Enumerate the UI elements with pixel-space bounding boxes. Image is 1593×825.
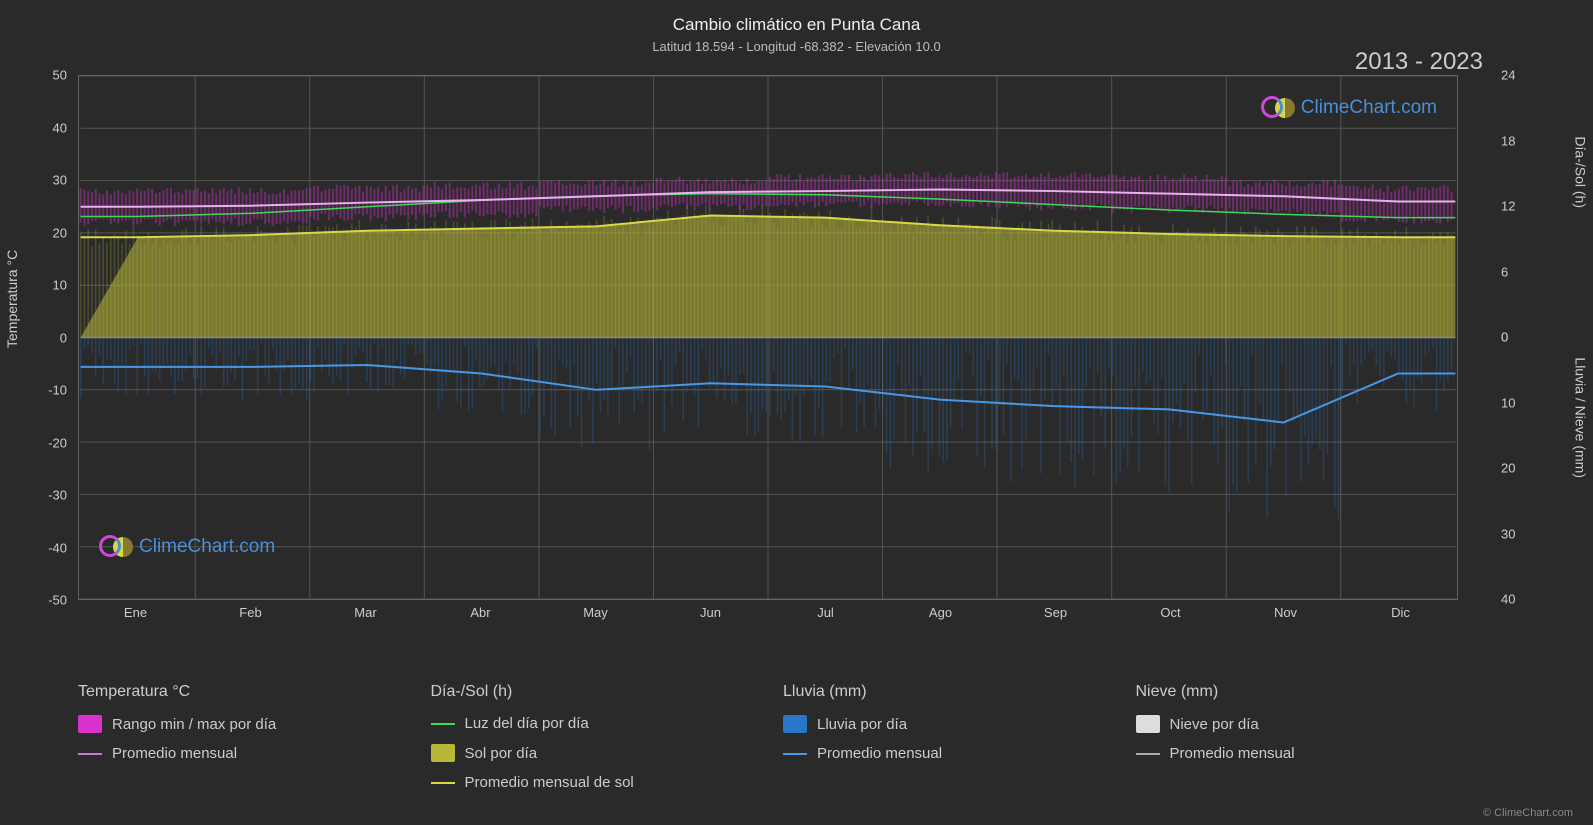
copyright-label: © ClimeChart.com <box>1483 807 1573 819</box>
climate-chart-container: Cambio climático en Punta Cana Latitud 1… <box>0 0 1593 825</box>
legend-item: Rango min / max por día <box>78 715 401 733</box>
legend-item: Promedio mensual de sol <box>431 774 754 791</box>
x-tick: Dic <box>1391 605 1410 620</box>
legend-item: Sol por día <box>431 744 754 762</box>
legend-label: Rango min / max por día <box>112 716 276 733</box>
y-left-tick: -40 <box>48 540 67 555</box>
climechart-logo-icon <box>99 535 133 559</box>
y-axis-right-upper: 24181260 <box>1493 75 1593 337</box>
legend: Temperatura °C Rango min / max por día Pro… <box>78 683 1458 803</box>
legend-label: Promedio mensual de sol <box>465 774 634 791</box>
plot-area: ClimeChart.com ClimeChart.com <box>78 75 1458 600</box>
x-tick: Oct <box>1160 605 1180 620</box>
watermark-bottom: ClimeChart.com <box>99 535 275 559</box>
x-tick: Ene <box>124 605 147 620</box>
x-tick: Feb <box>239 605 261 620</box>
legend-column: Lluvia (mm) Lluvia por día Promedio mensua… <box>783 683 1106 803</box>
x-tick: Nov <box>1274 605 1297 620</box>
legend-item: Nieve por día <box>1136 715 1459 733</box>
legend-label: Promedio mensual <box>1170 745 1295 762</box>
y-right-upper-tick: 6 <box>1501 264 1508 279</box>
x-tick: May <box>583 605 608 620</box>
legend-label: Promedio mensual <box>817 745 942 762</box>
x-tick: Jun <box>700 605 721 620</box>
watermark-top: ClimeChart.com <box>1261 96 1437 120</box>
legend-swatch-icon <box>1136 715 1160 733</box>
legend-header: Lluvia (mm) <box>783 683 1106 701</box>
legend-swatch-icon <box>783 715 807 733</box>
legend-item: Promedio mensual <box>1136 745 1459 762</box>
legend-line-icon <box>78 753 102 755</box>
legend-line-icon <box>1136 753 1160 755</box>
legend-line-icon <box>431 782 455 784</box>
legend-swatch-icon <box>78 715 102 733</box>
legend-header: Temperatura °C <box>78 683 401 701</box>
legend-column: Día-/Sol (h) Luz del día por día Sol por d… <box>431 683 754 803</box>
x-tick: Abr <box>470 605 490 620</box>
y-left-tick: -30 <box>48 488 67 503</box>
legend-line-icon <box>783 753 807 755</box>
y-left-tick: 30 <box>53 173 67 188</box>
x-tick: Ago <box>929 605 952 620</box>
legend-label: Luz del día por día <box>465 715 589 732</box>
y-left-tick: -20 <box>48 435 67 450</box>
legend-header: Nieve (mm) <box>1136 683 1459 701</box>
legend-item: Promedio mensual <box>783 745 1106 762</box>
legend-label: Lluvia por día <box>817 716 907 733</box>
y-right-lower-tick: 10 <box>1501 395 1515 410</box>
y-right-lower-tick: 30 <box>1501 526 1515 541</box>
chart-title: Cambio climático en Punta Cana <box>0 15 1593 35</box>
legend-item: Promedio mensual <box>78 745 401 762</box>
y-right-upper-tick: 18 <box>1501 133 1515 148</box>
y-axis-right-lower: 010203040 <box>1493 337 1593 599</box>
legend-column: Temperatura °C Rango min / max por día Pro… <box>78 683 401 803</box>
y-right-upper-tick: 24 <box>1501 68 1515 83</box>
legend-label: Sol por día <box>465 745 538 762</box>
climechart-logo-icon <box>1261 96 1295 120</box>
y-left-tick: -50 <box>48 593 67 608</box>
y-left-tick: 20 <box>53 225 67 240</box>
y-left-tick: 50 <box>53 68 67 83</box>
legend-label: Nieve por día <box>1170 716 1259 733</box>
legend-line-icon <box>431 723 455 725</box>
watermark-text: ClimeChart.com <box>139 536 275 558</box>
legend-swatch-icon <box>431 744 455 762</box>
y-right-upper-tick: 12 <box>1501 199 1515 214</box>
y-left-tick: -10 <box>48 383 67 398</box>
y-right-lower-tick: 0 <box>1501 330 1508 345</box>
y-right-lower-tick: 40 <box>1501 592 1515 607</box>
plot-svg <box>79 76 1457 599</box>
y-left-tick: 10 <box>53 278 67 293</box>
x-tick: Mar <box>354 605 376 620</box>
x-tick: Sep <box>1044 605 1067 620</box>
y-left-tick: 0 <box>60 330 67 345</box>
title-area: Cambio climático en Punta Cana Latitud 1… <box>0 0 1593 54</box>
legend-header: Día-/Sol (h) <box>431 683 754 701</box>
x-tick: Jul <box>817 605 834 620</box>
legend-item: Lluvia por día <box>783 715 1106 733</box>
x-axis: Ene Feb Mar Abr May Jun Jul Ago Sep Oct Nov Dic <box>78 605 1458 635</box>
y-left-tick: 40 <box>53 120 67 135</box>
y-right-lower-tick: 20 <box>1501 461 1515 476</box>
watermark-text: ClimeChart.com <box>1301 97 1437 119</box>
legend-item: Luz del día por día <box>431 715 754 732</box>
y-axis-left: 50403020100-10-20-30-40-50 <box>0 75 75 600</box>
year-range-label: 2013 - 2023 <box>1355 48 1483 76</box>
legend-column: Nieve (mm) Nieve por día Promedio mensual <box>1136 683 1459 803</box>
legend-label: Promedio mensual <box>112 745 237 762</box>
